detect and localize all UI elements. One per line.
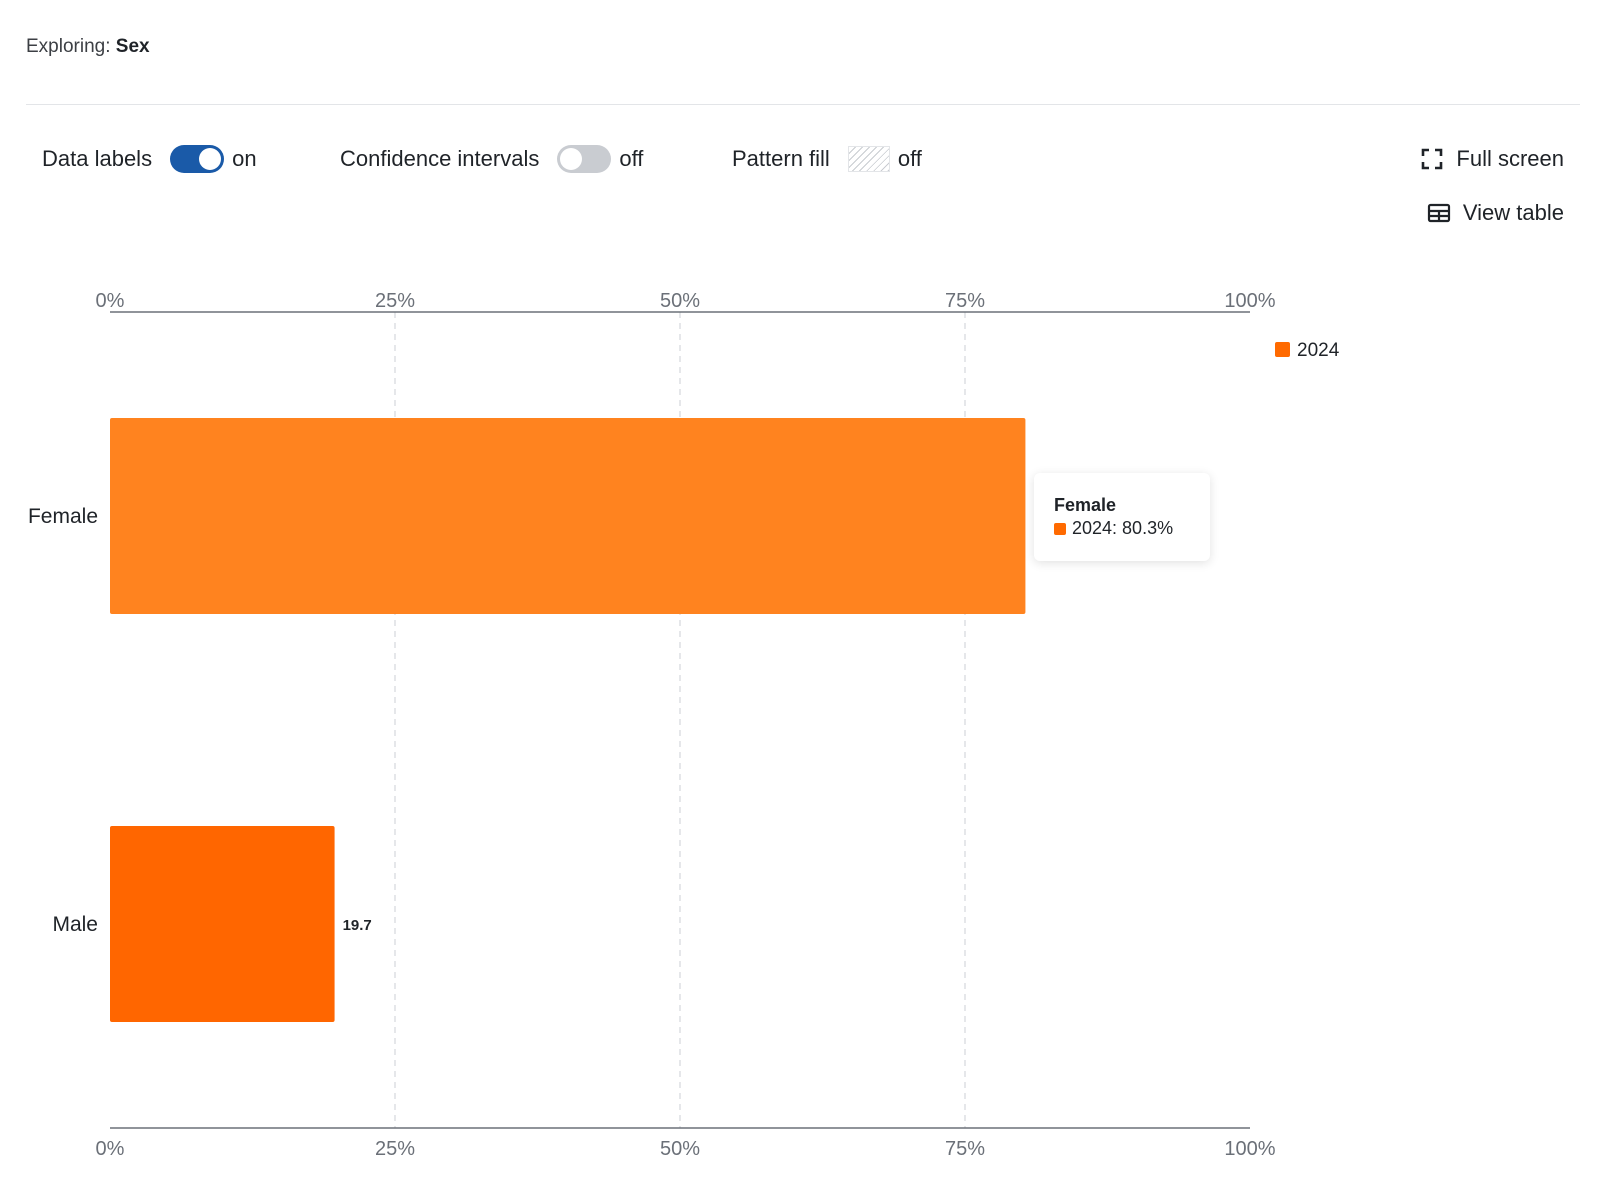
confidence-intervals-control: Confidence intervals off [340, 142, 643, 176]
confidence-intervals-toggle[interactable] [557, 145, 612, 173]
data-labels-label: Data labels [42, 146, 153, 171]
tooltip-swatch [1054, 522, 1066, 535]
bottom-tick-label: 100% [1224, 1138, 1275, 1160]
tooltip-value: 2024: 80.3% [1072, 518, 1174, 538]
category-label: Female [28, 505, 98, 528]
top-tick-label: 100% [1224, 290, 1275, 312]
bottom-tick-label: 0% [96, 1138, 125, 1160]
exploring-prefix: Exploring: [26, 36, 111, 57]
tooltip-row: 2024: 80.3% [1054, 518, 1190, 539]
data-label: 19.7 [343, 917, 372, 934]
pattern-fill-state: off [897, 146, 922, 171]
bar-chart: 0% 0% 25% 25% 50% 50% 75% 75% 100% 100% Female Male… [28, 290, 1340, 1160]
full-screen-button[interactable]: Full screen [1420, 144, 1564, 174]
bottom-tick-label: 50% [660, 1138, 700, 1160]
exploring-value: Sex [115, 36, 150, 57]
category-label: Male [52, 913, 98, 936]
top-tick-label: 0% [96, 290, 125, 312]
bar-tooltip: Female 2024: 80.3% [1034, 473, 1210, 561]
pattern-fill-label: Pattern fill [732, 146, 830, 171]
header-divider [26, 104, 1580, 105]
view-table-label: View table [1462, 200, 1564, 225]
confidence-intervals-state: off [619, 146, 644, 171]
toggle-knob [199, 148, 222, 170]
full-screen-label: Full screen [1456, 146, 1564, 171]
bottom-tick-label: 25% [375, 1138, 415, 1160]
top-tick-label: 50% [660, 290, 700, 312]
data-labels-state: on [232, 146, 257, 171]
pattern-fill-toggle[interactable] [847, 146, 890, 172]
exploring-heading: Exploring: Sex [26, 36, 150, 58]
legend-label: 2024 [1297, 340, 1340, 361]
legend-swatch [1275, 342, 1290, 357]
view-table-button[interactable]: View table [1427, 198, 1564, 228]
bottom-tick-label: 75% [945, 1138, 985, 1160]
data-labels-toggle[interactable] [170, 145, 225, 173]
top-tick-label: 75% [945, 290, 985, 312]
bar-male [110, 826, 335, 1022]
toggle-knob [560, 148, 583, 170]
table-icon [1427, 201, 1451, 225]
confidence-intervals-label: Confidence intervals [340, 146, 540, 171]
expand-icon [1420, 147, 1444, 171]
pattern-fill-control: Pattern fill off [732, 142, 922, 176]
bar-female [110, 418, 1026, 614]
tooltip-title: Female [1054, 495, 1117, 515]
data-labels-control: Data labels on [42, 142, 257, 176]
top-tick-label: 25% [375, 290, 415, 312]
